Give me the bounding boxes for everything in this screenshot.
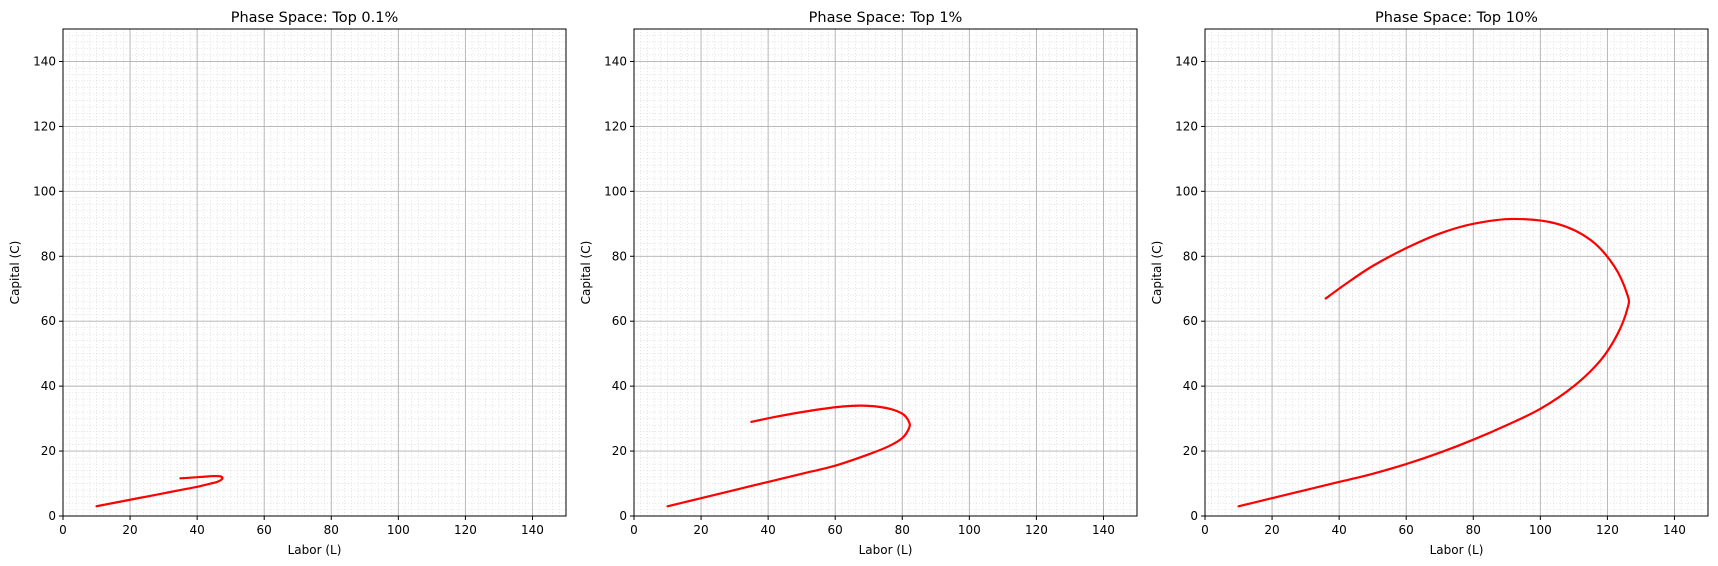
y-tick-label: 120 — [33, 119, 56, 133]
y-tick-label: 40 — [41, 379, 56, 393]
chart-title: Phase Space: Top 10% — [1375, 10, 1538, 26]
chart-title: Phase Space: Top 0.1% — [231, 10, 399, 26]
axes-frame — [1204, 28, 1709, 517]
y-tick-label: 60 — [41, 314, 56, 328]
y-axis-label: Capital (C) — [579, 241, 593, 305]
x-tick-label: 20 — [693, 523, 708, 537]
plot-area — [1205, 29, 1708, 516]
y-tick-label: 60 — [1183, 314, 1198, 328]
y-tick-label: 120 — [1175, 119, 1198, 133]
y-tick-label: 120 — [604, 119, 627, 133]
y-tick-label: 0 — [48, 509, 56, 523]
y-tick-label: 140 — [33, 54, 56, 68]
minor-grid — [1205, 28, 1709, 516]
x-tick-label: 20 — [1264, 523, 1279, 537]
y-tick-label: 100 — [604, 184, 627, 198]
x-tick-label: 100 — [958, 523, 981, 537]
x-tick-label: 100 — [1529, 523, 1552, 537]
y-tick-label: 0 — [619, 509, 627, 523]
y-tick-label: 80 — [41, 249, 56, 263]
y-tick-label: 20 — [1183, 444, 1198, 458]
x-tick-label: 0 — [1201, 523, 1209, 537]
axes-frame — [633, 28, 1138, 517]
y-tick-label: 140 — [604, 54, 627, 68]
y-axis-label: Capital (C) — [8, 241, 22, 305]
x-tick-label: 0 — [59, 523, 67, 537]
x-tick-label: 80 — [1466, 523, 1481, 537]
y-tick-label: 100 — [1175, 184, 1198, 198]
x-tick-label: 40 — [189, 523, 204, 537]
series-line — [666, 404, 911, 508]
x-tick-label: 120 — [454, 523, 477, 537]
x-tick-label: 80 — [895, 523, 910, 537]
x-axis-label: Labor (L) — [859, 543, 913, 557]
x-tick-label: 140 — [521, 523, 544, 537]
series-line — [95, 474, 224, 508]
plot-area — [634, 29, 1137, 516]
x-tick-label: 140 — [1663, 523, 1686, 537]
x-tick-label: 120 — [1025, 523, 1048, 537]
chart-panel-2: 0 20 40 60 80 100 120 140 0 20 40 60 80 100 120 140 Phas… — [579, 10, 1138, 557]
x-tick-label: 20 — [122, 523, 137, 537]
chart-panel-1: 0 20 40 60 80 100 120 140 0 20 40 60 80 100 120 140 Phas… — [8, 10, 567, 557]
x-tick-label: 100 — [387, 523, 410, 537]
chart-title: Phase Space: Top 1% — [809, 10, 963, 26]
x-tick-label: 40 — [1331, 523, 1346, 537]
y-tick-label: 40 — [1183, 379, 1198, 393]
chart-panel-3: 0 20 40 60 80 100 120 140 0 20 40 60 80 100 120 140 Phas… — [1150, 10, 1709, 557]
y-tick-label: 20 — [41, 444, 56, 458]
plot-area — [63, 29, 566, 516]
x-tick-label: 60 — [257, 523, 272, 537]
x-tick-label: 60 — [828, 523, 843, 537]
axes-frame — [62, 28, 567, 517]
y-tick-label: 80 — [612, 249, 627, 263]
series-line — [1237, 217, 1631, 508]
x-tick-label: 120 — [1596, 523, 1619, 537]
x-tick-label: 0 — [630, 523, 638, 537]
x-tick-label: 80 — [324, 523, 339, 537]
y-tick-label: 40 — [612, 379, 627, 393]
x-tick-label: 60 — [1399, 523, 1414, 537]
y-tick-label: 140 — [1175, 54, 1198, 68]
minor-grid — [634, 28, 1138, 516]
x-axis-label: Labor (L) — [288, 543, 342, 557]
y-tick-label: 60 — [612, 314, 627, 328]
y-axis-label: Capital (C) — [1150, 241, 1164, 305]
y-tick-label: 0 — [1190, 509, 1198, 523]
x-tick-label: 40 — [760, 523, 775, 537]
y-tick-label: 100 — [33, 184, 56, 198]
minor-grid — [63, 28, 567, 516]
x-tick-label: 140 — [1092, 523, 1115, 537]
x-axis-label: Labor (L) — [1430, 543, 1484, 557]
y-tick-label: 80 — [1183, 249, 1198, 263]
y-tick-label: 20 — [612, 444, 627, 458]
